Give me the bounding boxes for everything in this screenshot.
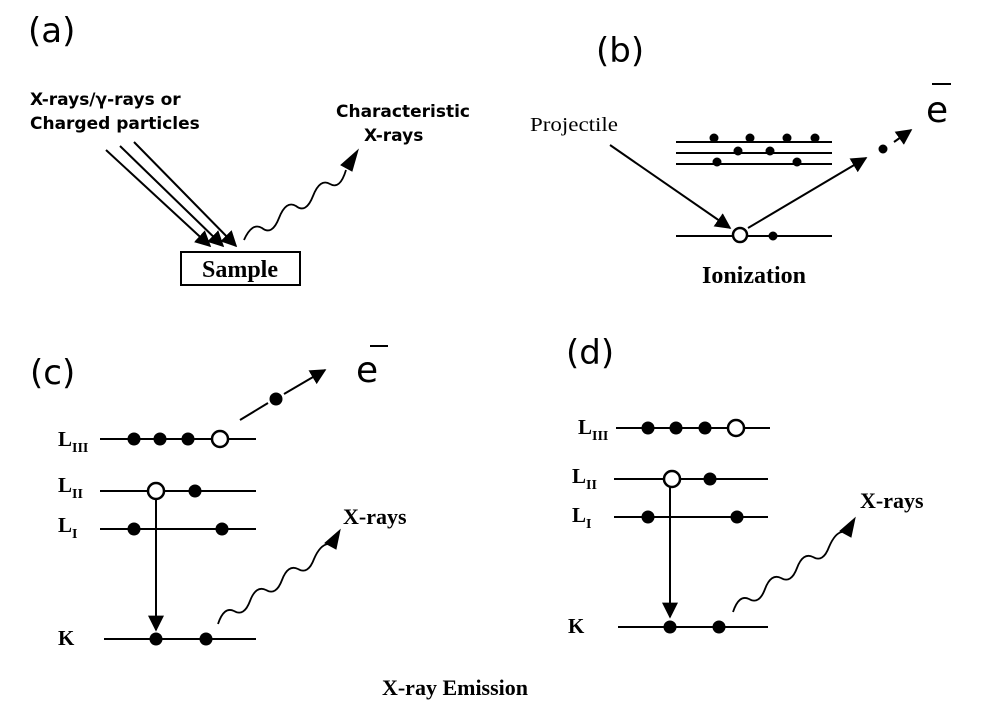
electron-dot bbox=[768, 231, 778, 241]
level-label-L2: LII bbox=[58, 473, 83, 502]
panel-a-label: (a) bbox=[28, 11, 75, 51]
incident-radiation-label-line1: X-rays/γ-rays or bbox=[30, 90, 181, 110]
characteristic-xray-wave bbox=[243, 169, 347, 241]
electron-dot bbox=[641, 510, 655, 524]
emitted-electron-arrow bbox=[283, 369, 327, 395]
xray-arrowhead bbox=[324, 528, 341, 550]
characteristic-xrays-label-line1: Characteristic bbox=[336, 102, 470, 122]
electron-dot bbox=[709, 133, 719, 143]
panel-b: (b) Projectile e Ionization bbox=[530, 31, 951, 289]
electron-dot bbox=[765, 146, 775, 156]
electron-dot bbox=[792, 157, 802, 167]
electron-dot bbox=[712, 620, 726, 634]
ejected-path-arrow bbox=[747, 157, 868, 229]
electron-dot bbox=[730, 510, 744, 524]
electron-dot bbox=[698, 421, 712, 435]
panel-d-label: (d) bbox=[566, 333, 614, 373]
electron-dot bbox=[712, 157, 722, 167]
vacancy-hole bbox=[726, 418, 746, 438]
xray-wave bbox=[732, 531, 843, 613]
sample-box bbox=[180, 251, 301, 286]
characteristic-xray-arrowhead bbox=[340, 148, 359, 172]
outer-shell-electrons bbox=[709, 133, 820, 167]
vacancy-hole bbox=[210, 429, 230, 449]
vacancy-hole bbox=[146, 481, 166, 501]
electron-dot bbox=[810, 133, 820, 143]
electron-dot bbox=[127, 522, 141, 536]
electron-dot bbox=[181, 432, 195, 446]
electron-dot bbox=[215, 522, 229, 536]
electron-dot bbox=[188, 484, 202, 498]
electron-dot bbox=[745, 133, 755, 143]
level-label-L1: LI bbox=[58, 513, 77, 542]
emitted-electron-dot bbox=[269, 392, 283, 406]
electron-dot bbox=[153, 432, 167, 446]
electron-dot bbox=[733, 146, 743, 156]
xray-arrowhead bbox=[839, 516, 856, 538]
incident-radiation-label-line2: Charged particles bbox=[30, 114, 200, 134]
electron-dot bbox=[149, 632, 163, 646]
electron-dot bbox=[641, 421, 655, 435]
ionization-caption: Ionization bbox=[702, 263, 806, 289]
level-label-K: K bbox=[58, 626, 75, 650]
xrays-label: X-rays bbox=[860, 488, 924, 513]
emitted-electron-symbol: e bbox=[356, 350, 378, 391]
panel-c: (c) e LIII LII LI K bbox=[30, 345, 407, 650]
level-label-L2: LII bbox=[572, 464, 597, 493]
vacancy-hole bbox=[731, 226, 749, 244]
level-label-L3: LIII bbox=[58, 427, 88, 456]
characteristic-xrays-label-line2: X-rays bbox=[364, 126, 423, 146]
sample-label: Sample bbox=[202, 257, 278, 283]
electron-dot bbox=[703, 472, 717, 486]
vacancy-hole bbox=[662, 469, 682, 489]
projectile-label: Projectile bbox=[530, 114, 618, 136]
xrays-label: X-rays bbox=[343, 504, 407, 529]
electron-dot bbox=[199, 632, 213, 646]
level-label-L1: LI bbox=[572, 503, 591, 532]
level-label-L3: LIII bbox=[578, 415, 608, 444]
level-label-K: K bbox=[568, 614, 585, 638]
projectile-arrow bbox=[609, 144, 732, 229]
ejected-electron-symbol: e bbox=[926, 90, 948, 131]
xray-wave bbox=[217, 543, 329, 625]
ejected-electron-dot bbox=[878, 144, 888, 154]
incident-beam-1 bbox=[105, 149, 212, 248]
ejected-electron-arrow bbox=[893, 129, 913, 145]
panel-a: (a) X-rays/γ-rays or Charged particles C… bbox=[28, 11, 470, 286]
electron-dot bbox=[669, 421, 683, 435]
incident-beam-3 bbox=[133, 141, 238, 248]
electron-dot bbox=[782, 133, 792, 143]
figure-caption: X-ray Emission bbox=[382, 675, 528, 700]
incident-beam-2 bbox=[119, 145, 225, 248]
electron-dot bbox=[127, 432, 141, 446]
electron-dot bbox=[663, 620, 677, 634]
emission-path bbox=[239, 402, 269, 421]
panel-c-label: (c) bbox=[30, 353, 75, 393]
panel-d: (d) LIII LII LI K X-rays bbox=[566, 333, 924, 638]
panel-b-label: (b) bbox=[596, 31, 644, 71]
